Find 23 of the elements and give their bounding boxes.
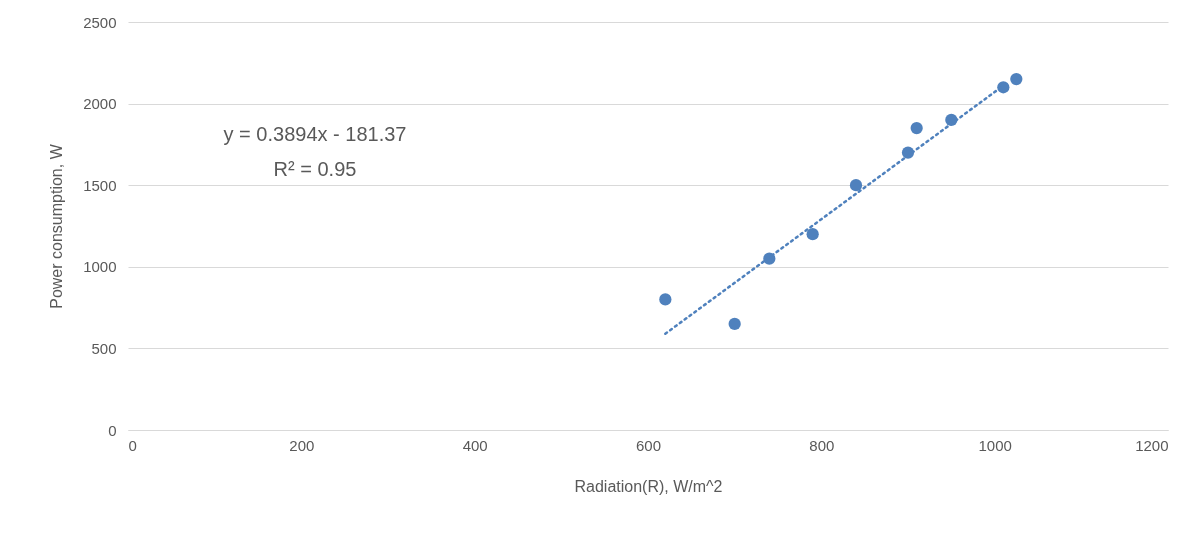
y-tick-label: 1500 xyxy=(83,176,117,194)
x-tick-label: 800 xyxy=(809,436,835,454)
x-tick-label: 1000 xyxy=(978,436,1012,454)
point xyxy=(806,228,819,241)
y-tick-label: 0 xyxy=(108,421,117,439)
x-axis-title: Radiation(R), W/m^2 xyxy=(574,477,723,495)
point xyxy=(910,121,923,135)
x-tick-label: 200 xyxy=(289,436,315,454)
y-tick-label: 2500 xyxy=(83,13,117,31)
point xyxy=(728,317,741,331)
point xyxy=(1010,73,1023,86)
point xyxy=(659,293,672,306)
annotation: R² = 0.95 xyxy=(273,158,357,180)
y-tick-label: 2000 xyxy=(83,95,117,113)
point xyxy=(849,179,863,192)
x-tick-label: 400 xyxy=(462,436,488,454)
y-axis-title: Power consumption, W xyxy=(48,143,66,309)
y-tick-label: 1000 xyxy=(83,258,117,276)
x-tick-label: 1200 xyxy=(1135,436,1169,454)
x-tick-label: 600 xyxy=(635,436,662,454)
annotation: y = 0.3894x - 181.37 xyxy=(223,123,407,145)
x-tick-label: 0 xyxy=(128,436,137,454)
y-tick-label: 500 xyxy=(91,339,117,357)
